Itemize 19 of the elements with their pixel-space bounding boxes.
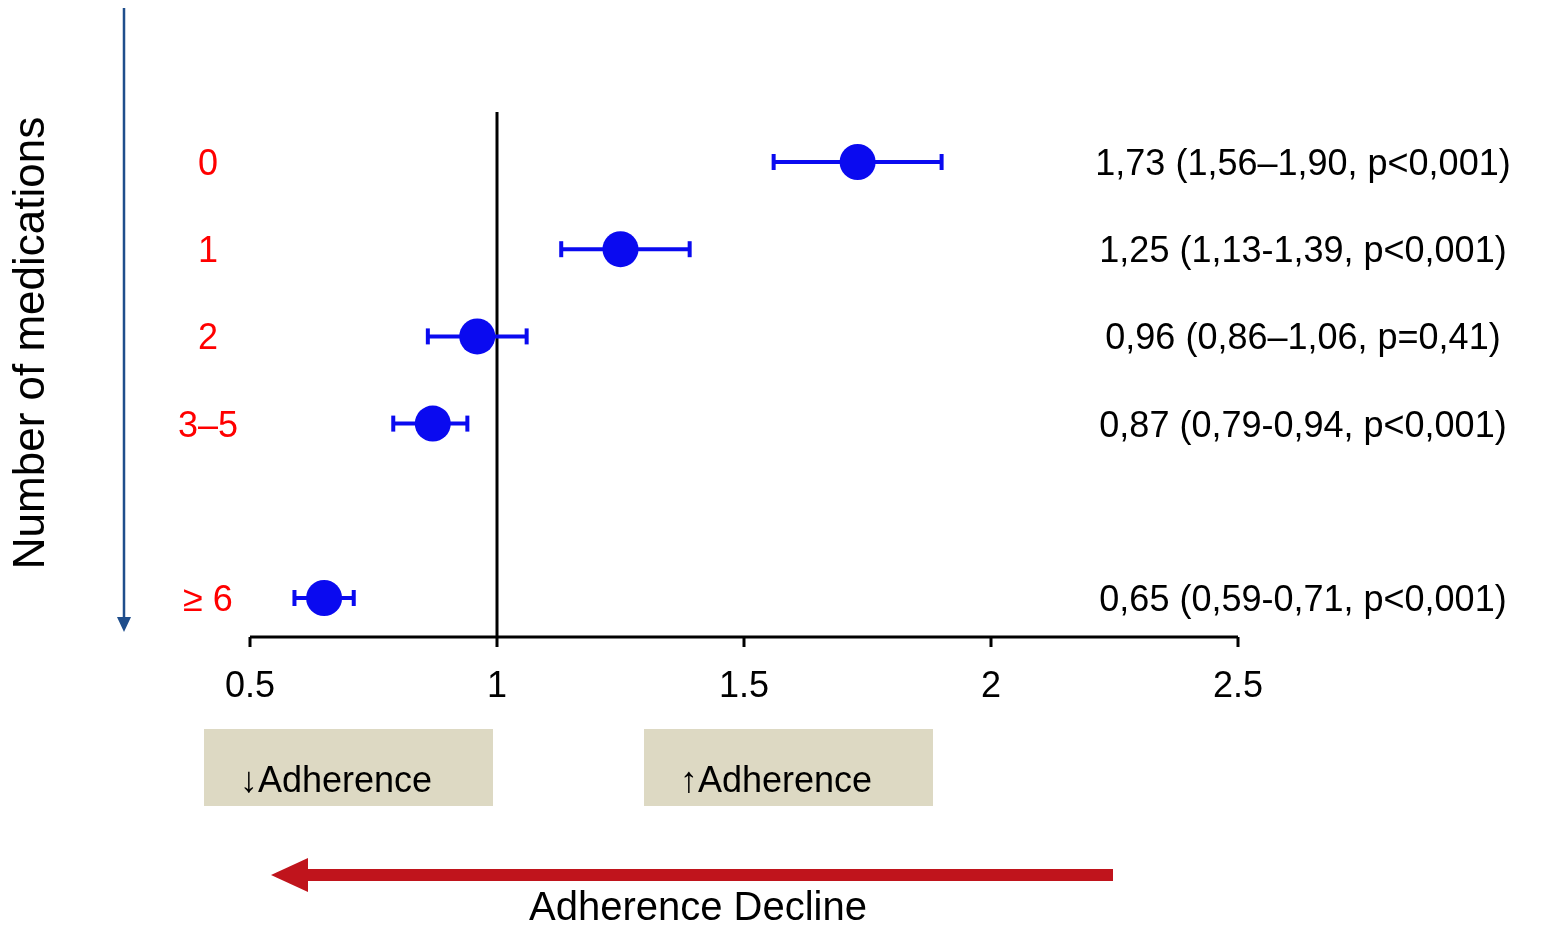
y-tick-label: 0 xyxy=(197,142,219,183)
data-label: 0,87 (0,79-0,94, p<0,001) xyxy=(1099,403,1507,445)
y-tick-label: 1 xyxy=(197,229,219,271)
y-tick-label: 3–5 xyxy=(177,403,239,445)
y-tick-label: ≥ 6 xyxy=(183,578,233,619)
data-label: 0,96 (0,86–1,06, p=0,41) xyxy=(1105,316,1501,358)
data-label: 0,65 (0,59-0,71, p<0,001) xyxy=(1099,578,1507,619)
x-tick-label: 2 xyxy=(980,664,1002,705)
x-tick-label: 1 xyxy=(486,664,508,705)
data-label: 1,73 (1,56–1,90, p<0,001) xyxy=(1095,142,1511,183)
x-tick-label: 2.5 xyxy=(1212,664,1264,705)
text: ↑Adherence xyxy=(680,759,873,800)
x-tick-label: 1.5 xyxy=(718,664,770,705)
y-axis-title: Number of medications xyxy=(4,116,53,570)
x-tick-label: 0.5 xyxy=(224,664,276,705)
text: ↓Adherence xyxy=(240,759,433,800)
text: Adherence Decline xyxy=(529,884,867,928)
data-label: 1,25 (1,13-1,39, p<0,001) xyxy=(1099,229,1507,271)
y-tick-label: 2 xyxy=(197,316,219,358)
